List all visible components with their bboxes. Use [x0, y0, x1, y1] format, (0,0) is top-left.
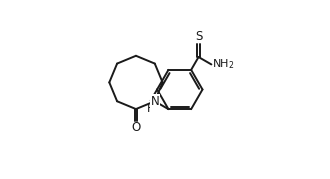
Text: N: N — [150, 95, 159, 108]
Text: S: S — [195, 30, 202, 43]
Text: NH$_2$: NH$_2$ — [212, 57, 235, 71]
Text: O: O — [131, 122, 141, 134]
Text: F: F — [147, 102, 153, 115]
